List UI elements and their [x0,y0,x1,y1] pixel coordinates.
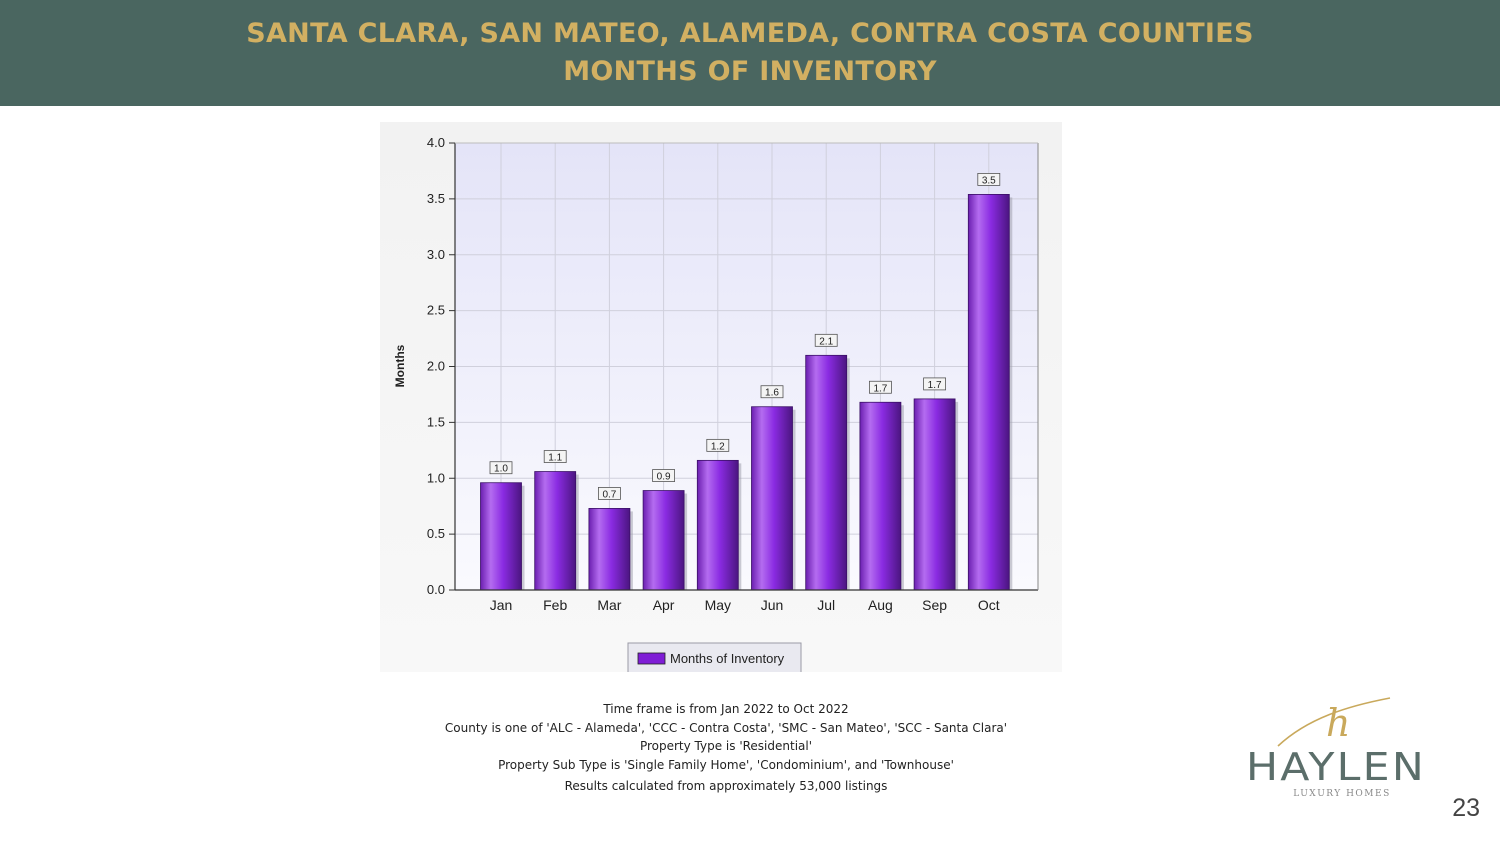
y-tick-label: 2.0 [427,359,445,374]
data-label: 0.9 [657,472,671,483]
x-tick-label: Sep [922,597,947,613]
bar-chart: 1.0 1.1 0.7 0.9 1.2 1.6 2.1 1.7 1.7 3.5 0.0 0.5 1.0… [393,135,1039,672]
y-tick-label: 0.0 [427,582,445,597]
x-tick-label: Aug [868,597,893,613]
logo-graphic: h HAYLEN LUXURY HOMES [1246,697,1426,799]
haylen-logo: h HAYLEN LUXURY HOMES [1238,688,1438,804]
y-tick-label: 1.5 [427,414,445,429]
y-tick-label: 2.5 [427,303,445,318]
bar [588,508,631,591]
data-label: 1.6 [765,388,779,399]
bar [534,471,577,591]
note-property-type: Property Type is 'Residential' [639,739,813,753]
x-tick-label: Apr [653,597,675,613]
slide-title-line-2: MONTHS OF INVENTORY [563,56,937,87]
y-tick-label: 1.0 [427,470,445,485]
note-county: County is one of 'ALC - Alameda', 'CCC -… [444,720,1008,735]
bar [859,401,902,591]
data-label-box [706,438,730,452]
logo-wordmark: HAYLEN [1246,745,1426,789]
bar [913,398,956,591]
data-label-box [760,385,784,399]
slide-title-line-1: SANTA CLARA, SAN MATEO, ALAMEDA, CONTRA … [246,18,1254,49]
y-tick-label: 4.0 [427,135,445,150]
x-tick-label: Jun [761,597,784,613]
data-label: 1.7 [873,383,887,394]
bar [751,406,793,591]
bar [480,482,522,591]
x-tick-label: May [705,597,731,613]
data-label-box [652,469,676,482]
x-tick-label: Feb [543,597,567,613]
page-number: 23 [1452,794,1480,822]
data-label: 1.0 [494,464,508,475]
bar [642,490,685,591]
slide-header: SANTA CLARA, SAN MATEO, ALAMEDA, CONTRA … [0,0,1500,106]
bar [805,354,848,591]
legend-swatch [637,652,666,665]
logo-swash [1277,697,1391,747]
chart-panel: 1.0 1.1 0.7 0.9 1.2 1.6 2.1 1.7 1.7 3.5 0.0 0.5 1.0… [380,122,1062,672]
data-label-box [543,450,567,463]
logo-mark: h [1326,701,1350,745]
y-tick-label: 3.5 [427,191,445,206]
note-property-subtype: Property Sub Type is 'Single Family Home… [498,757,954,772]
data-label-box [977,173,1001,186]
logo-tagline: LUXURY HOMES [1293,789,1391,799]
data-label: 1.2 [711,441,725,452]
bars: 1.0 1.1 0.7 0.9 1.2 1.6 2.1 1.7 1.7 3.5 [480,173,1013,591]
bar [696,459,739,591]
x-tick-label: Jul [817,597,835,613]
chart-notes: Time frame is from Jan 2022 to Oct 2022 … [380,700,1072,796]
y-tick-label: 0.5 [427,526,445,541]
data-label: 3.5 [982,175,996,186]
legend: Months of Inventory [627,642,802,672]
note-timeframe: Time frame is from Jan 2022 to Oct 2022 [603,702,849,716]
data-label: 2.1 [819,336,833,347]
y-tick-label: 3.0 [427,247,445,262]
axes: 0.0 0.5 1.0 1.5 2.0 2.5 3.0 3.5 4.0 Jan Feb Mar Apr M… [427,135,1039,613]
data-label-box [868,380,892,394]
data-label: 1.7 [928,380,942,391]
x-tick-label: Mar [597,597,621,613]
data-label-box [923,377,946,391]
x-tick-label: Jan [490,597,513,613]
note-listings: Results calculated from approximately 53… [564,779,888,793]
data-label: 1.1 [548,453,562,464]
data-label: 0.7 [602,489,616,500]
bar [967,194,1010,591]
data-label-box [597,487,621,500]
data-label-box [814,333,838,347]
y-axis-label: Months [393,344,407,387]
x-tick-label: Oct [978,597,1000,613]
data-label-box [489,461,513,475]
legend-label: Months of Inventory [670,651,785,666]
